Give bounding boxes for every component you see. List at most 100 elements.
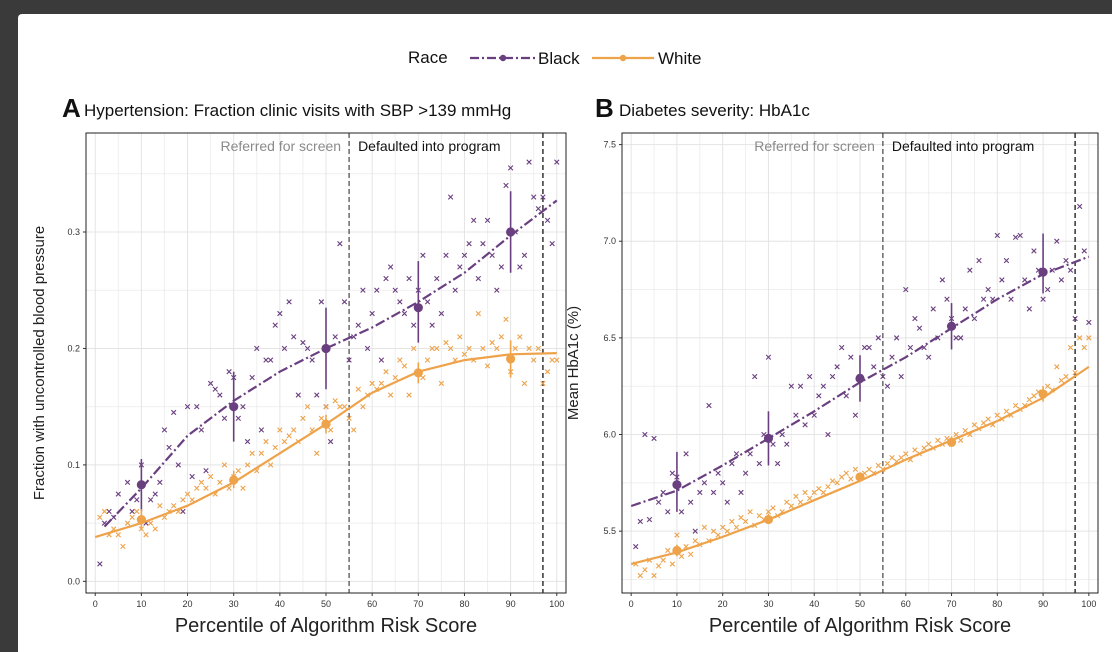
panel-b-white-point — [912, 447, 918, 453]
panel-b-black-point — [1026, 306, 1033, 312]
panel-a-white-mean-point — [229, 475, 239, 485]
panel-a-black-point — [189, 473, 195, 480]
panel-a-black-point — [300, 339, 306, 346]
panel-a-white-point — [494, 345, 500, 352]
panel-a-white-point — [318, 415, 325, 422]
panel-b-black-mean-point — [763, 433, 774, 443]
panel-b-white-point — [980, 420, 987, 426]
panel-a-white-point — [503, 316, 509, 323]
panel-a-black-point — [480, 240, 486, 247]
panel-a-black-point — [540, 194, 546, 200]
panel-b-zone-label-referred: Referred for screen — [754, 138, 875, 154]
panel-a-white-point — [346, 415, 352, 422]
panel-a-white-point — [143, 532, 149, 538]
panel-a-white-point — [129, 514, 135, 520]
panel-a-black-mean-point — [321, 343, 331, 354]
panel-a-black-point — [157, 479, 163, 486]
panel-a-black-point — [531, 194, 537, 200]
panel-b-white-point — [1077, 335, 1083, 341]
panel-b-white-point — [848, 476, 854, 482]
panel-b-white-point — [921, 445, 927, 451]
panel-a-black-point — [341, 299, 348, 305]
panel-a-black-point — [166, 444, 172, 451]
panel-a-white-point — [323, 403, 329, 410]
panel-a-black-point — [411, 322, 417, 328]
panel-b-black-point — [793, 412, 799, 418]
panel-a-white-point — [434, 345, 440, 352]
panel-a-white-point — [369, 380, 375, 387]
panel-b-black-point — [976, 257, 982, 264]
panel-a-white-mean-point — [506, 354, 516, 364]
panel-a-black-point — [517, 264, 523, 270]
panel-b-black-point — [642, 431, 648, 438]
panel-a-black-point — [461, 252, 468, 258]
panel-b-black-point — [633, 543, 639, 550]
panel-b-black-point — [687, 499, 694, 505]
panel-b-black-point — [871, 364, 877, 370]
panel-b-black-point — [788, 383, 795, 389]
panel-a-white-point — [147, 520, 154, 526]
panel-a-black-point — [429, 322, 435, 328]
legend-title: Race — [408, 48, 448, 67]
panel-a-black-point — [327, 438, 334, 445]
panel-b-x-tick-label: 0 — [629, 599, 634, 609]
panel-a-white-point — [383, 369, 389, 375]
panel-a-black-point — [263, 357, 269, 363]
panel-b-black-point — [962, 306, 968, 312]
panel-b-white-point — [793, 493, 799, 500]
panel-a-white-point — [535, 345, 541, 352]
panel-b-black-point — [953, 335, 959, 341]
panel-b-white-point — [655, 563, 662, 569]
panel-a-x-tick-label: 40 — [275, 599, 285, 609]
panel-a-black-point — [406, 275, 412, 282]
panel-a-black-point — [443, 252, 449, 258]
panel-a-white-point — [397, 357, 403, 363]
panel-a-black-point — [364, 345, 371, 352]
panel-b-black-mean-point — [946, 321, 957, 331]
panel-a-white-point — [401, 363, 408, 369]
panel-b-white-point — [756, 513, 762, 519]
panel-a-black-point — [272, 322, 278, 328]
panel-b-white-point — [925, 441, 932, 447]
panel-a: A Hypertension: Fraction clinic visits w… — [31, 93, 567, 637]
panel-b-black-point — [907, 344, 914, 351]
panel-b-black-point — [697, 489, 703, 496]
panel-b-x-tick-label: 70 — [947, 599, 957, 609]
panel-a-white-point — [258, 450, 265, 456]
panel-a-y-axis-title: Fraction with uncontrolled blood pressur… — [31, 226, 48, 500]
panel-a-series-white — [94, 310, 560, 550]
panel-a-black-point — [392, 287, 398, 293]
panel-a-black-point — [438, 310, 445, 317]
panel-b-black-point — [889, 354, 895, 360]
legend-black-marker — [499, 54, 507, 62]
panel-b-black-point — [637, 518, 643, 525]
panel-a-black-point — [286, 299, 292, 305]
panel-b-white-point — [720, 524, 726, 530]
panel-b-white-mean-point — [855, 472, 865, 482]
panel-b-black-point — [706, 402, 712, 409]
panel-b-y-tick-label: 7.0 — [603, 236, 616, 246]
panel-b-black-point — [797, 383, 804, 389]
panel-b-white-point — [665, 547, 671, 554]
panel-b-x-tick-label: 50 — [855, 599, 865, 609]
panel-b-black-point — [939, 277, 946, 283]
panel-a-black-point — [226, 369, 232, 375]
panel-b-black-point — [852, 412, 859, 418]
panel-a-black-point — [332, 334, 338, 340]
panel-a-black-point — [544, 217, 551, 224]
panel-a-black-point — [494, 287, 500, 293]
panel-b-white-point — [820, 489, 827, 496]
panel-b-black-point — [816, 393, 822, 399]
panel-b-black-point — [1077, 203, 1083, 210]
panel-b-black-point — [1086, 319, 1092, 326]
panel-b-black-mean-point — [855, 373, 865, 384]
panel-b-white-point — [806, 495, 813, 501]
panel-a-black-point — [526, 159, 532, 165]
panel-a-black-point — [304, 345, 311, 352]
panel-a-black-point — [420, 252, 426, 258]
panel-a-white-point — [304, 403, 311, 410]
panel-b-black-point — [646, 516, 653, 523]
panel-b-white-point — [1081, 344, 1087, 351]
panel-b-white-point — [884, 460, 891, 467]
panel-b-black-point — [903, 286, 909, 293]
